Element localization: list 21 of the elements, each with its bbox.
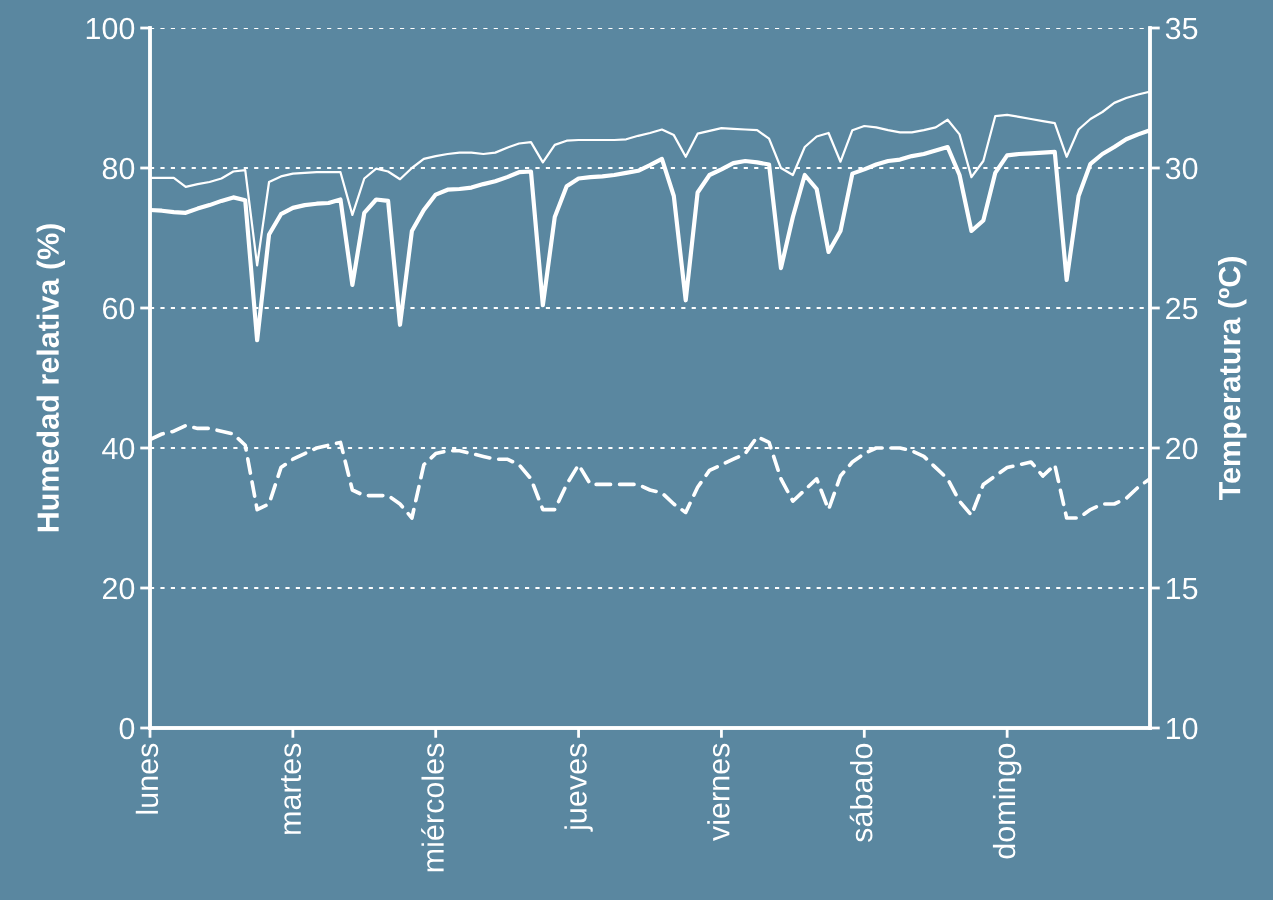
y-tick-label: 0 (119, 717, 135, 740)
x-tick-label: miércoles (421, 743, 444, 872)
y-tick-label: 40 (102, 437, 135, 460)
x-tick-label: jueves (564, 743, 593, 832)
y-tick-label: 100 (86, 17, 135, 40)
y2-tick-label: 25 (1166, 297, 1198, 320)
y2-tick-label: 10 (1166, 717, 1198, 740)
y-tick-label: 80 (102, 157, 135, 180)
x-tick-label: sábado (849, 743, 873, 842)
y2-tick-label: 20 (1166, 437, 1198, 460)
y-tick-label: 20 (102, 577, 135, 600)
x-tick-label: viernes (707, 743, 730, 841)
y2-tick-label: 30 (1165, 157, 1198, 180)
y-tick-label: 60 (102, 297, 135, 320)
y2-tick-label: 15 (1166, 578, 1198, 600)
x-tick-label: domingo (992, 743, 1022, 859)
y-axis-title: Humedad relativa (%) (36, 224, 65, 532)
x-tick-label: martes (281, 743, 302, 834)
y2-axis-title: Temperatura (ºC) (1218, 257, 1247, 501)
y2-tick-label: 35 (1165, 17, 1198, 40)
x-tick-label: lunes (135, 743, 159, 814)
